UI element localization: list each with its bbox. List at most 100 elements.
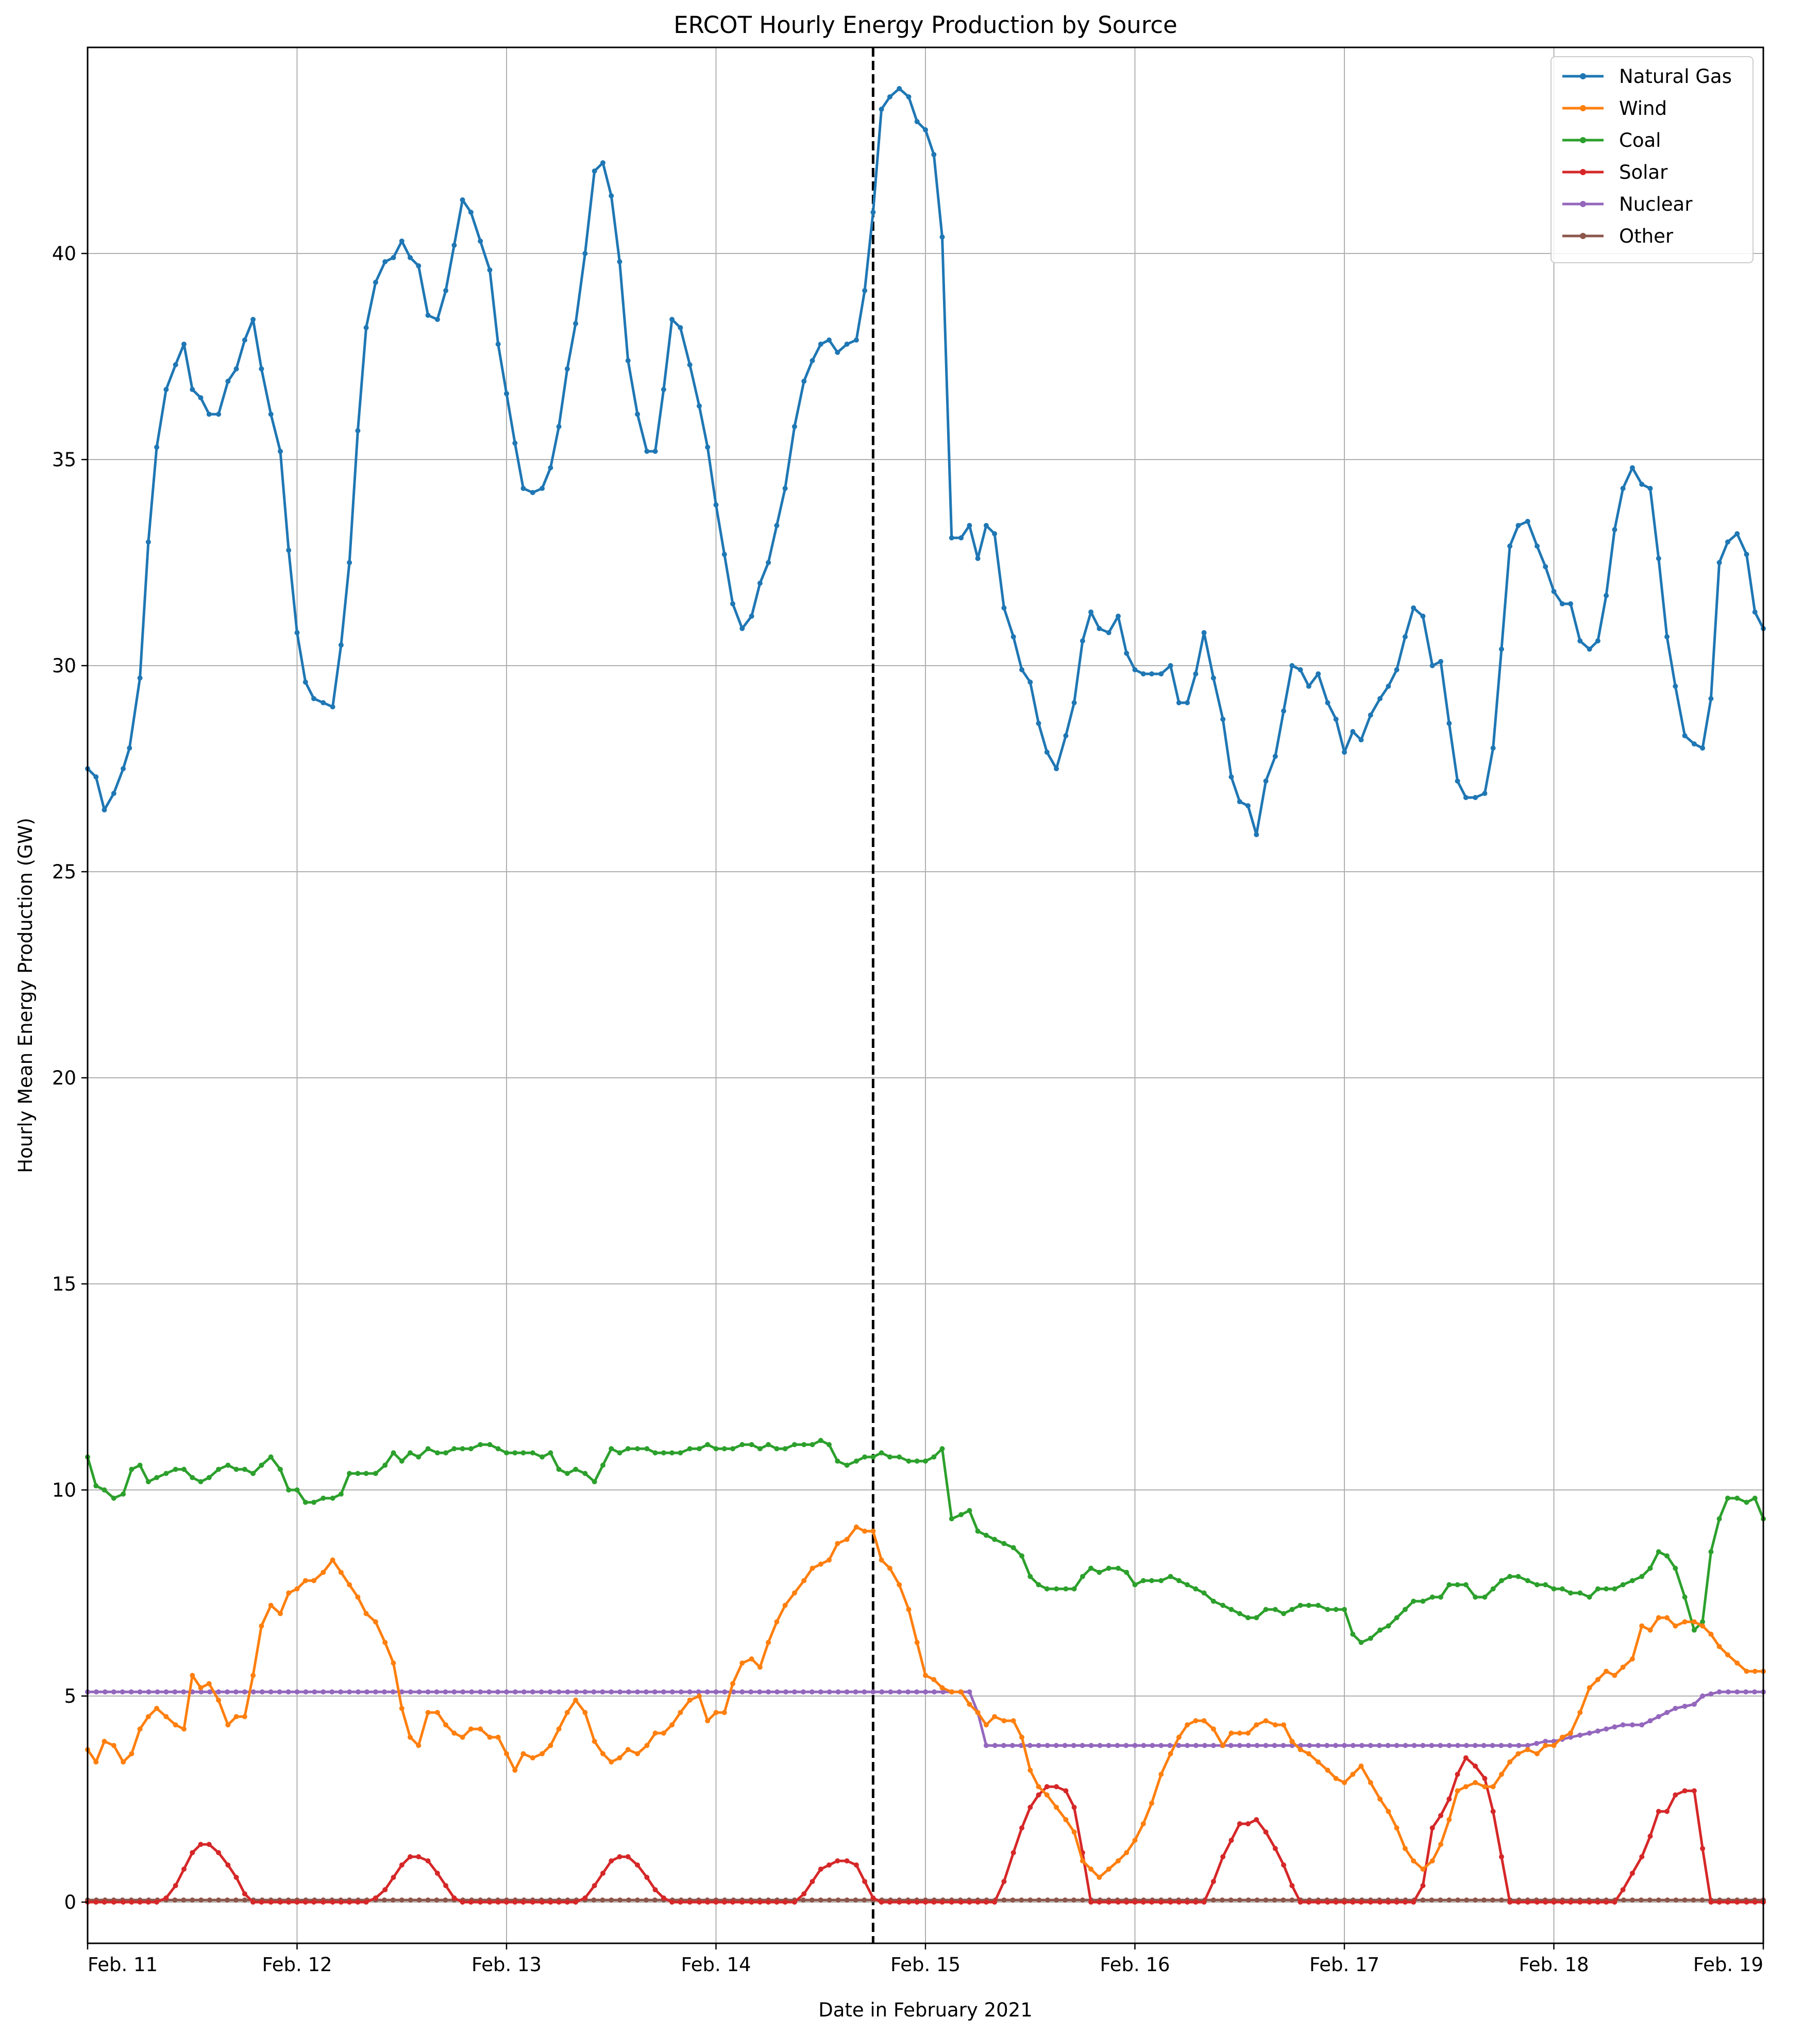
series-layer — [85, 86, 1766, 1905]
data-point — [278, 1900, 283, 1905]
data-point — [1568, 1590, 1573, 1596]
data-point — [879, 107, 884, 112]
data-point — [1001, 1718, 1007, 1723]
data-point — [1446, 1582, 1452, 1587]
data-point — [520, 1751, 526, 1756]
data-point — [652, 1450, 658, 1455]
data-point — [1063, 1897, 1068, 1903]
data-point — [592, 1883, 597, 1888]
data-point — [897, 1689, 902, 1694]
data-point — [853, 337, 859, 343]
data-point — [145, 1900, 151, 1905]
data-point — [1612, 527, 1617, 532]
data-point — [1463, 1743, 1469, 1748]
data-point — [1708, 696, 1714, 701]
data-point — [1411, 1858, 1417, 1863]
data-point — [1402, 1607, 1408, 1612]
data-point — [1132, 667, 1138, 672]
data-point — [661, 387, 666, 392]
data-point — [1744, 552, 1749, 557]
data-point — [1124, 1570, 1130, 1575]
data-point — [1306, 1900, 1311, 1905]
data-point — [1490, 1809, 1496, 1814]
data-point — [443, 1897, 448, 1903]
data-point — [530, 1689, 535, 1694]
data-point — [931, 1677, 937, 1682]
data-point — [749, 1656, 754, 1662]
data-point — [1716, 1644, 1722, 1649]
data-point — [1490, 1743, 1495, 1748]
data-point — [791, 424, 797, 429]
data-point — [1411, 1743, 1417, 1748]
data-point — [1647, 1718, 1653, 1723]
data-point — [294, 630, 300, 635]
data-point — [1534, 1741, 1539, 1746]
data-point — [617, 1897, 623, 1903]
data-point — [347, 1582, 352, 1587]
x-tick-label: Feb. 19 — [1693, 1954, 1763, 1976]
data-point — [1402, 634, 1408, 639]
data-point — [1656, 556, 1661, 561]
data-point — [1438, 1842, 1443, 1847]
data-point — [1543, 564, 1548, 569]
data-point — [425, 1710, 431, 1715]
data-point — [1700, 1623, 1706, 1629]
data-point — [1316, 671, 1321, 676]
y-tick-label: 15 — [52, 1273, 76, 1295]
data-point — [1507, 1574, 1513, 1579]
data-point — [1673, 1897, 1679, 1903]
data-point — [1054, 1897, 1059, 1903]
data-point — [591, 1689, 597, 1694]
y-tick-label: 35 — [52, 449, 76, 471]
data-point — [216, 412, 222, 417]
data-point — [1604, 593, 1609, 598]
data-point — [1044, 1586, 1050, 1591]
data-point — [888, 1689, 894, 1694]
data-point — [1342, 1780, 1347, 1785]
data-point — [766, 1442, 771, 1447]
data-point — [1168, 1900, 1173, 1905]
data-point — [1656, 1615, 1661, 1620]
data-point — [739, 1442, 745, 1447]
data-point — [443, 1450, 449, 1455]
data-point — [347, 1900, 352, 1905]
data-point — [661, 1895, 666, 1901]
data-point — [1455, 1743, 1461, 1748]
data-point — [923, 1673, 928, 1678]
data-point — [1664, 1710, 1670, 1715]
data-point — [958, 1900, 964, 1905]
data-point — [311, 1900, 316, 1905]
data-point — [190, 1850, 195, 1855]
x-tick-label: Feb. 12 — [262, 1954, 332, 1976]
data-point — [1027, 1743, 1033, 1748]
data-point — [121, 1900, 126, 1905]
data-point — [120, 1689, 125, 1694]
data-point — [1185, 700, 1190, 705]
data-point — [512, 1450, 518, 1455]
data-point — [923, 1900, 928, 1905]
data-point — [914, 1459, 920, 1464]
data-point — [1716, 1689, 1722, 1694]
data-point — [1664, 1809, 1670, 1814]
data-point — [635, 412, 641, 417]
data-point — [1429, 1858, 1435, 1863]
data-point — [625, 1446, 631, 1451]
data-point — [661, 1689, 666, 1694]
data-point — [1463, 1755, 1469, 1760]
data-point — [1054, 1805, 1059, 1810]
data-point — [242, 1467, 247, 1472]
data-point — [1420, 1599, 1426, 1604]
data-point — [1106, 1566, 1111, 1571]
data-point — [468, 1900, 474, 1905]
data-point — [102, 1900, 107, 1905]
data-point — [931, 1900, 937, 1905]
data-point — [1629, 1897, 1635, 1903]
data-point — [635, 1862, 641, 1868]
data-point — [347, 1689, 352, 1694]
data-point — [635, 1689, 641, 1694]
data-point — [652, 449, 658, 454]
data-point — [1682, 1788, 1688, 1793]
data-point — [1063, 1817, 1069, 1822]
data-point — [1725, 1652, 1730, 1657]
data-point — [1734, 1496, 1740, 1501]
